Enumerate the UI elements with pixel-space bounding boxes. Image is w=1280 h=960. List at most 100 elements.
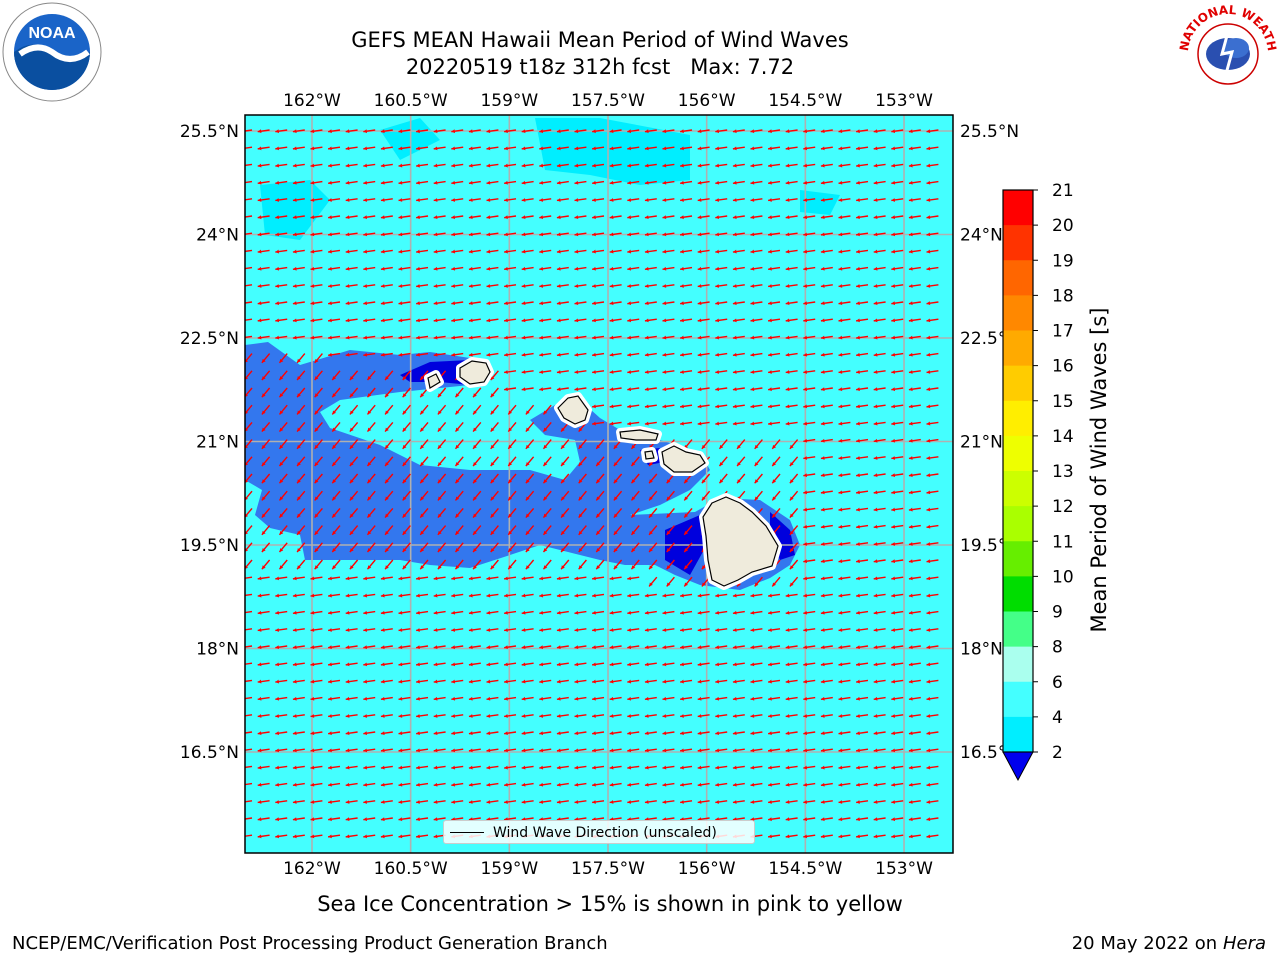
direction-vector-35 <box>856 129 869 134</box>
direction-vector-1599 <box>926 800 939 804</box>
direction-vector-273 <box>820 232 833 237</box>
lon-label-top-3: 157.5°W <box>571 91 645 111</box>
direction-vector-1051 <box>433 576 446 581</box>
direction-vector-731 <box>437 439 447 450</box>
direction-vector-1213 <box>468 645 481 650</box>
direction-vector-473 <box>820 318 833 323</box>
direction-vector-191 <box>785 198 798 202</box>
direction-vector-1270 <box>768 662 781 667</box>
direction-vector-1001 <box>261 559 271 570</box>
direction-vector-517 <box>891 335 904 340</box>
direction-vector-1340 <box>592 696 605 701</box>
direction-vector-498 <box>556 335 569 340</box>
direction-vector-181 <box>609 198 622 202</box>
direction-vector-215 <box>504 215 517 220</box>
direction-vector-1120 <box>245 610 253 614</box>
direction-vector-872 <box>803 490 816 495</box>
direction-vector-339 <box>574 266 587 271</box>
direction-vector-298 <box>556 249 569 254</box>
direction-vector-1523 <box>292 782 305 787</box>
direction-vector-616 <box>521 387 534 392</box>
direction-vector-587 <box>715 370 728 374</box>
direction-vector-620 <box>592 387 605 392</box>
direction-vector-590 <box>768 370 781 374</box>
direction-vector-1380 <box>592 714 605 718</box>
direction-vector-212 <box>451 215 464 220</box>
direction-vector-46 <box>345 146 358 151</box>
direction-vector-349 <box>750 266 763 271</box>
direction-vector-19 <box>574 129 587 134</box>
direction-vector-1503 <box>644 765 657 770</box>
direction-vector-1547 <box>715 782 728 787</box>
lat-label-right-3: 21°N <box>960 433 1003 453</box>
direction-vector-1632 <box>803 817 816 822</box>
direction-vector-631 <box>785 387 798 392</box>
direction-vector-1512 <box>803 765 816 770</box>
direction-vector-1148 <box>732 610 745 615</box>
direction-vector-82 <box>275 163 288 168</box>
direction-vector-1465 <box>680 748 693 753</box>
direction-vector-260 <box>592 232 605 237</box>
producer-credit: NCEP/EMC/Verification Post Processing Pr… <box>12 933 608 954</box>
direction-vector-672 <box>803 404 816 409</box>
direction-vector-1596 <box>873 800 886 804</box>
direction-vector-1262 <box>627 662 640 667</box>
direction-vector-76 <box>873 146 886 151</box>
direction-vector-1065 <box>683 576 693 587</box>
colorbar-band-6 <box>1003 400 1033 437</box>
direction-vector-752 <box>803 438 816 443</box>
direction-vector-464 <box>662 318 675 323</box>
direction-vector-242 <box>275 232 288 237</box>
direction-vector-879 <box>926 490 939 495</box>
direction-vector-1008 <box>384 559 394 570</box>
direction-vector-750 <box>771 439 781 450</box>
direction-vector-1276 <box>873 662 886 667</box>
direction-vector-208 <box>380 215 393 220</box>
direction-vector-598 <box>908 370 921 374</box>
direction-vector-632 <box>803 387 816 392</box>
direction-vector-1570 <box>416 800 429 804</box>
direction-vector-137 <box>539 180 552 185</box>
direction-vector-870 <box>771 490 781 501</box>
direction-vector-198 <box>908 198 921 202</box>
direction-vector-243 <box>292 232 305 237</box>
direction-vector-1412 <box>451 731 464 736</box>
direction-vector-647 <box>366 404 376 415</box>
direction-vector-1533 <box>468 782 481 787</box>
lat-label-left-3: 21°N <box>196 433 239 453</box>
wave-period-field <box>245 115 953 853</box>
direction-vector-602 <box>278 387 288 398</box>
direction-vector-679 <box>926 404 939 409</box>
direction-vector-1016 <box>525 559 535 570</box>
direction-vector-1218 <box>556 645 569 650</box>
direction-vector-815 <box>507 473 517 484</box>
direction-vector-240 <box>245 232 253 235</box>
direction-vector-56 <box>521 146 534 151</box>
direction-vector-1549 <box>750 782 763 787</box>
direction-vector-1190 <box>768 628 781 632</box>
direction-vector-1179 <box>574 628 587 632</box>
colorbar-band-9 <box>1003 506 1033 542</box>
direction-vector-1063 <box>648 576 658 587</box>
direction-vector-931 <box>437 525 447 536</box>
direction-vector-89 <box>398 163 411 168</box>
hawaiian-islands <box>424 357 782 590</box>
direction-vector-623 <box>644 387 657 392</box>
direction-vector-1279 <box>926 662 939 667</box>
direction-vector-102 <box>627 163 640 168</box>
direction-vector-565 <box>331 370 341 381</box>
direction-vector-774 <box>490 456 499 467</box>
direction-vector-830 <box>771 473 781 484</box>
direction-vector-839 <box>926 473 939 478</box>
direction-vector-609 <box>402 387 411 398</box>
direction-vector-373 <box>468 284 481 288</box>
direction-vector-850 <box>419 490 429 501</box>
direction-vector-1229 <box>750 645 763 650</box>
direction-vector-1352 <box>803 696 816 701</box>
direction-vector-1153 <box>820 610 833 615</box>
direction-vector-712 <box>803 421 816 426</box>
direction-vector-160 <box>245 198 253 201</box>
lon-label-bottom-0: 162°W <box>283 859 341 879</box>
direction-vector-3 <box>292 129 305 134</box>
direction-vector-580 <box>592 370 605 374</box>
